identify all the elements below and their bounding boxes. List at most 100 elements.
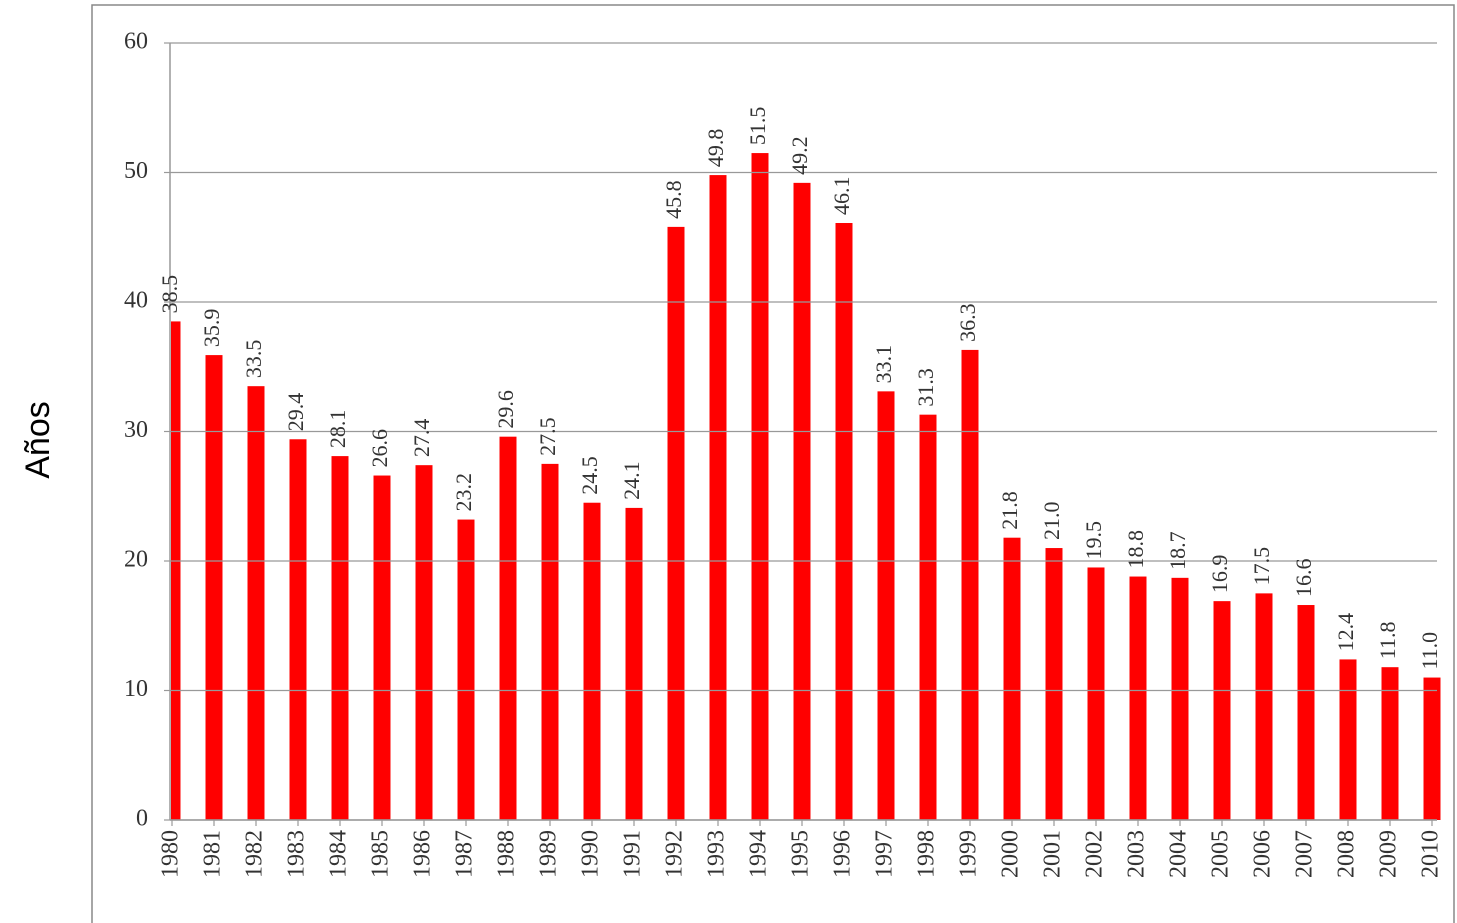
data-label: 29.6 xyxy=(493,390,518,429)
x-tick-label: 1988 xyxy=(494,830,520,878)
bar xyxy=(961,349,979,820)
data-label: 38.5 xyxy=(157,275,182,314)
x-tick-label: 1980 xyxy=(158,830,184,878)
x-tick-label: 1997 xyxy=(872,830,898,878)
data-label: 11.8 xyxy=(1375,622,1400,660)
data-label: 49.8 xyxy=(703,129,728,168)
bar xyxy=(289,439,307,820)
bar xyxy=(1087,567,1105,820)
data-label: 27.4 xyxy=(409,419,434,458)
data-label: 31.3 xyxy=(913,368,938,407)
data-label: 18.8 xyxy=(1123,530,1148,569)
x-tick-label: 1995 xyxy=(788,830,814,878)
x-tick-label: 1989 xyxy=(536,830,562,878)
bar xyxy=(171,321,181,820)
bar xyxy=(1339,659,1357,820)
bar xyxy=(835,223,853,820)
data-label: 23.2 xyxy=(451,473,476,512)
bar xyxy=(1297,605,1315,820)
x-tick-label: 1994 xyxy=(746,830,772,878)
y-tick-label: 0 xyxy=(136,806,148,832)
data-label: 27.5 xyxy=(535,417,560,456)
bar xyxy=(457,519,475,820)
bar xyxy=(1255,593,1273,820)
x-tick-label: 1986 xyxy=(410,830,436,878)
data-label: 26.6 xyxy=(367,429,392,468)
bar xyxy=(583,502,601,820)
chart-frame xyxy=(91,4,1455,923)
plot-area xyxy=(171,153,1441,821)
x-tick-label: 1983 xyxy=(284,830,310,878)
x-tick-label: 2005 xyxy=(1208,830,1234,878)
x-tick-label: 1992 xyxy=(662,830,688,878)
bar xyxy=(499,436,517,820)
bar xyxy=(625,507,643,820)
y-tick-label: 40 xyxy=(124,288,148,314)
y-tick-label: 30 xyxy=(124,417,148,443)
x-tick-label: 1991 xyxy=(620,830,646,878)
x-tick-label: 1987 xyxy=(452,830,478,878)
bar xyxy=(877,391,895,820)
data-label: 11.0 xyxy=(1417,632,1442,670)
x-tick-label: 1996 xyxy=(830,830,856,878)
data-label: 49.2 xyxy=(787,136,812,175)
bar xyxy=(1129,576,1147,820)
x-tick-label: 1990 xyxy=(578,830,604,878)
bar xyxy=(373,475,391,820)
data-label: 24.5 xyxy=(577,456,602,495)
data-label: 51.5 xyxy=(745,107,770,146)
x-tick-label: 1993 xyxy=(704,830,730,878)
bar xyxy=(541,463,559,820)
x-tick-label: 2009 xyxy=(1376,830,1402,878)
x-tick-label: 2010 xyxy=(1418,830,1444,878)
data-label: 33.1 xyxy=(871,345,896,384)
bar xyxy=(793,182,811,821)
x-tick-label: 2006 xyxy=(1250,830,1276,878)
x-tick-label: 1985 xyxy=(368,830,394,878)
x-tick-label: 1981 xyxy=(200,830,226,878)
x-tick-label: 1982 xyxy=(242,830,268,878)
y-tick-label: 20 xyxy=(124,547,148,573)
x-tick-label: 2003 xyxy=(1124,830,1150,878)
x-tick-label: 2008 xyxy=(1334,830,1360,878)
data-label: 35.9 xyxy=(199,309,224,348)
x-tick-label: 1999 xyxy=(956,830,982,878)
data-label: 21.0 xyxy=(1039,502,1064,541)
y-tick-label: 10 xyxy=(124,676,148,702)
y-tick-label: 50 xyxy=(124,158,148,184)
x-tick-label: 2007 xyxy=(1292,830,1318,878)
data-label: 46.1 xyxy=(829,177,854,216)
data-label: 36.3 xyxy=(955,303,980,342)
x-tick-label: 2002 xyxy=(1082,830,1108,878)
data-label: 19.5 xyxy=(1081,521,1106,560)
y-tick-label: 60 xyxy=(124,29,148,55)
bar xyxy=(1381,667,1399,820)
bar xyxy=(205,355,223,820)
bar xyxy=(919,414,937,820)
bar xyxy=(415,465,433,820)
data-label: 29.4 xyxy=(283,393,308,432)
data-label: 24.1 xyxy=(619,461,644,500)
data-label: 12.4 xyxy=(1333,613,1358,652)
bar xyxy=(1045,548,1063,820)
x-tick-label: 2004 xyxy=(1166,830,1192,878)
bar xyxy=(1423,677,1441,820)
bar xyxy=(1171,577,1189,820)
bar xyxy=(247,386,265,820)
y-axis-label: Años xyxy=(19,401,57,479)
x-tick-label: 2000 xyxy=(998,830,1024,878)
x-tick-label: 1984 xyxy=(326,830,352,878)
data-label: 16.6 xyxy=(1291,559,1316,598)
data-label: 45.8 xyxy=(661,180,686,219)
bar xyxy=(1003,537,1021,820)
data-label: 16.9 xyxy=(1207,555,1232,594)
x-tick-label: 1998 xyxy=(914,830,940,878)
bar xyxy=(331,456,349,820)
bar xyxy=(667,226,685,820)
data-label: 33.5 xyxy=(241,340,266,379)
x-tick-label: 2001 xyxy=(1040,830,1066,878)
bar xyxy=(1213,601,1231,820)
data-label: 18.7 xyxy=(1165,531,1190,570)
bar xyxy=(709,175,727,821)
